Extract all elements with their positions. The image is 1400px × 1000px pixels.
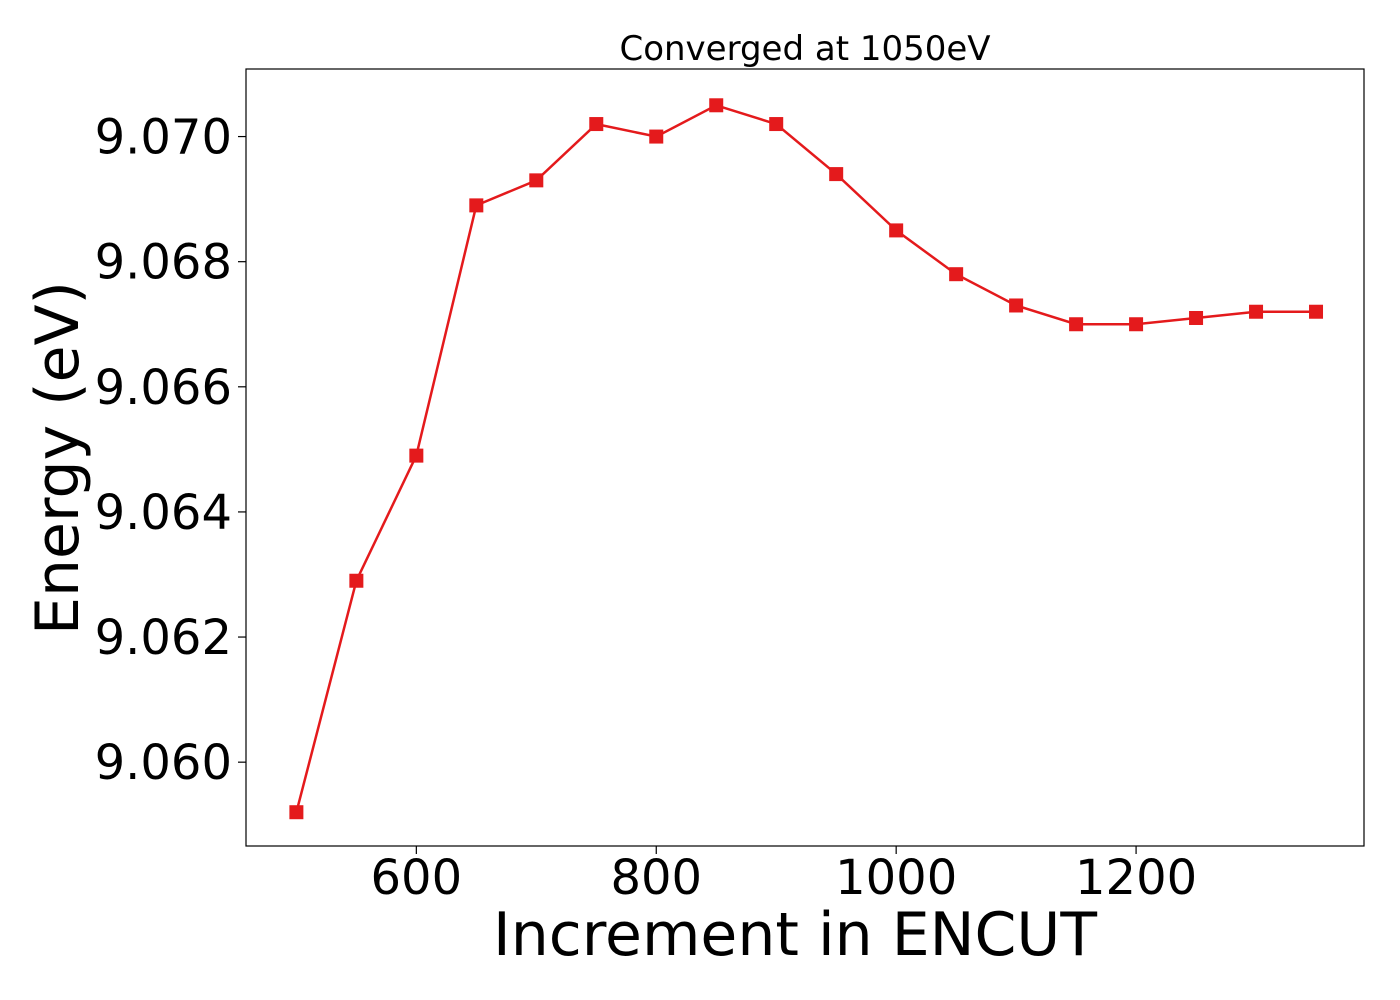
data-point	[529, 173, 544, 188]
x-tick-label: 600	[371, 850, 463, 906]
data-point	[949, 267, 964, 282]
data-point	[889, 223, 904, 238]
x-axis: 600 800 1000 1200	[371, 846, 1197, 906]
data-point	[709, 98, 724, 113]
plot-frame	[245, 68, 1365, 847]
data-point	[1129, 317, 1144, 332]
y-tick-label: 9.068	[95, 235, 232, 291]
data-point	[349, 573, 364, 588]
data-point	[1009, 298, 1024, 313]
y-axis: 9.060 9.062 9.064 9.066 9.068 9.070	[95, 110, 246, 791]
data-point	[1249, 304, 1264, 319]
data-point	[589, 117, 604, 132]
data-point	[1069, 317, 1084, 332]
x-tick-label: 1000	[835, 850, 957, 906]
y-tick-label: 9.062	[95, 610, 232, 666]
x-axis-title: Increment in ENCUT	[493, 900, 1097, 970]
y-tick-label: 9.060	[95, 735, 232, 791]
data-point	[649, 129, 664, 144]
data-point	[409, 448, 424, 463]
series-line	[295, 103, 1316, 813]
series-layer	[289, 98, 1324, 820]
x-tick-label: 1200	[1075, 850, 1197, 906]
y-tick-label: 9.070	[95, 110, 232, 166]
data-point	[769, 117, 784, 132]
data-point	[1189, 310, 1204, 325]
y-axis-title: Energy (eV)	[23, 281, 93, 635]
data-point	[829, 167, 844, 182]
y-tick-label: 9.064	[95, 485, 232, 541]
y-tick-label: 9.066	[95, 360, 232, 416]
data-point	[469, 198, 484, 213]
data-point	[289, 805, 304, 820]
chart-title: Converged at 1050eV	[619, 29, 990, 69]
data-point	[1309, 304, 1324, 319]
x-tick-label: 800	[610, 850, 702, 906]
